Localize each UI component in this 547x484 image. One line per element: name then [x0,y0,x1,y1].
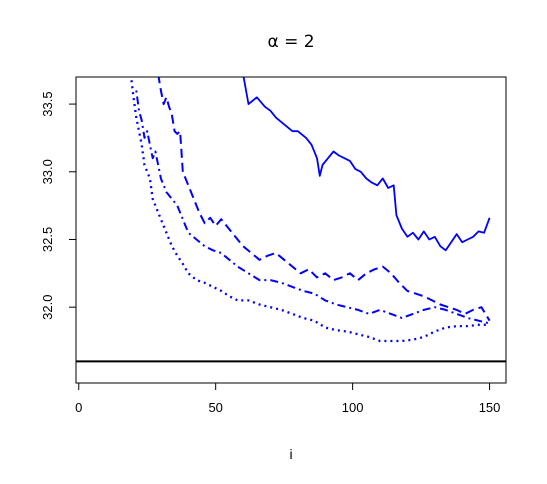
y-tick-label: 33.0 [40,159,55,184]
series-line-dotted [129,77,490,343]
series-line-solid [242,77,491,252]
y-tick-label: 33.5 [40,91,55,116]
chart-title: α = 2 [267,32,314,52]
x-tick-label: 100 [342,400,364,415]
series-line-dotdash [135,90,490,325]
x-axis-label: i [289,446,292,462]
x-tick-label: 150 [479,400,501,415]
y-tick-label: 32.0 [40,295,55,320]
y-tick-label: 32.5 [40,227,55,252]
series-line-dashed [157,77,491,322]
plot-area [76,77,506,363]
x-tick-label: 0 [75,400,82,415]
plot-frame [75,76,507,384]
x-tick-label: 50 [208,400,222,415]
y-axis: 32.0 32.5 33.0 33.5 [40,91,77,320]
x-axis: 0 50 100 150 [75,382,501,415]
